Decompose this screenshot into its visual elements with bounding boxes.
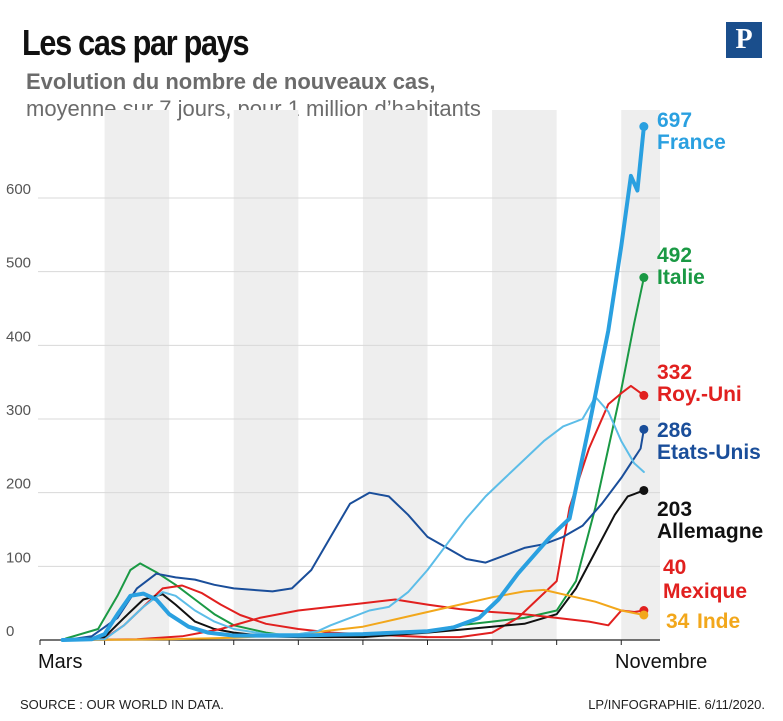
subtitle-line-1: Evolution du nombre de nouveaux cas, bbox=[26, 69, 436, 94]
series-end-dot bbox=[639, 390, 649, 400]
month-band bbox=[492, 110, 557, 640]
end-label-value: 203 bbox=[657, 498, 692, 521]
series-line-unlabeled bbox=[64, 395, 645, 641]
end-label-name: Mexique bbox=[663, 580, 747, 603]
month-band bbox=[362, 110, 428, 640]
y-tick-label: 600 bbox=[6, 181, 31, 198]
end-label-name: Allemagne bbox=[657, 520, 763, 543]
series-end-dot bbox=[639, 610, 649, 620]
end-label-name: Etats-Unis bbox=[657, 441, 761, 464]
y-tick-label: 200 bbox=[6, 476, 31, 493]
source-note: SOURCE : OUR WORLD IN DATA. bbox=[20, 697, 224, 712]
end-label-value: 492 bbox=[657, 244, 692, 267]
end-label-name: Italie bbox=[657, 266, 705, 289]
y-tick-label: 300 bbox=[6, 402, 31, 419]
series-end-dot bbox=[639, 273, 649, 283]
end-label-value: 697 bbox=[657, 109, 692, 132]
y-tick-label: 400 bbox=[6, 328, 31, 345]
end-label-name: France bbox=[657, 131, 726, 154]
series-end-dot bbox=[639, 424, 649, 434]
end-label-value: 40 bbox=[663, 556, 686, 579]
end-label-value: 286 bbox=[657, 419, 692, 442]
month-band bbox=[233, 110, 299, 640]
publisher-logo: P bbox=[726, 22, 762, 58]
end-label-value: 34 bbox=[666, 610, 690, 633]
credit-note: LP/INFOGRAPHIE. 6/11/2020. bbox=[588, 697, 765, 712]
series-line-mexique bbox=[64, 598, 645, 641]
series-end-dot bbox=[639, 485, 649, 495]
y-tick-label: 0 bbox=[6, 623, 14, 640]
x-tick-label-start: Mars bbox=[38, 651, 82, 673]
end-label-name: Inde bbox=[697, 610, 740, 633]
month-bands bbox=[104, 110, 660, 640]
chart-title: Les cas par pays bbox=[22, 22, 250, 63]
x-ticks bbox=[39, 640, 622, 645]
series-line-france bbox=[60, 124, 646, 642]
end-label-value: 332 bbox=[657, 361, 692, 384]
y-tick-label: 100 bbox=[6, 549, 31, 566]
month-band bbox=[104, 110, 170, 640]
x-tick-label-end: Novembre bbox=[615, 651, 707, 673]
series-end-dot bbox=[639, 122, 649, 132]
series-line-etats-unis bbox=[64, 428, 645, 641]
y-gridlines: 0 100 200 300 400 500 600 bbox=[6, 181, 660, 640]
end-label-name: Roy.-Uni bbox=[657, 383, 742, 406]
y-tick-label: 500 bbox=[6, 255, 31, 272]
